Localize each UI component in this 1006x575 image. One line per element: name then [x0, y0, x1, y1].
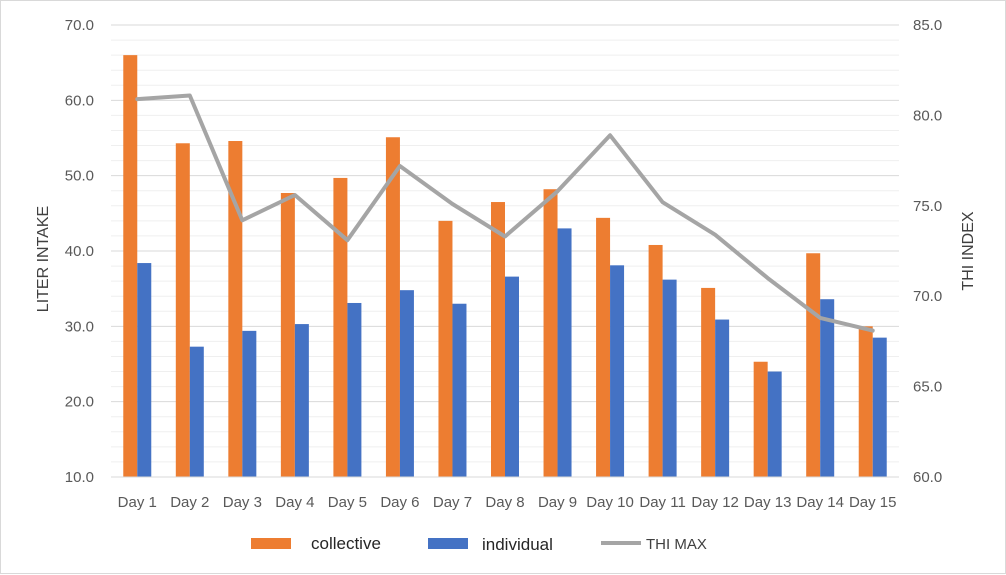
bar-collective [753, 361, 768, 477]
y-tick-label: 10.0 [65, 469, 94, 486]
y-tick-label: 30.0 [65, 318, 94, 335]
x-tick-label: Day 14 [796, 494, 844, 511]
x-tick-label: Day 11 [639, 494, 685, 511]
legend: collective individual THI MAX [251, 534, 707, 554]
x-tick-label: Day 2 [170, 494, 209, 511]
bar-collective [543, 189, 558, 477]
x-tick-label: Day 5 [328, 494, 367, 511]
y-tick-label: 70.0 [65, 17, 94, 34]
bar-collective [701, 287, 716, 477]
y2-tick-label: 85.0 [913, 17, 942, 34]
bar-individual [872, 337, 887, 477]
bar-collective [806, 253, 821, 477]
y2-tick-label: 65.0 [913, 379, 942, 396]
x-tick-label: Day 6 [380, 494, 419, 511]
axes: 10.0 20.0 30.0 40.0 50.0 60.0 70.0 60.0 65.0 70.0… [65, 17, 942, 511]
bars [123, 55, 887, 478]
x-tick-label: Day 7 [433, 494, 472, 511]
y-tick-label: 20.0 [65, 394, 94, 411]
y2-tick-label: 60.0 [913, 469, 942, 486]
bar-individual [137, 263, 152, 477]
bar-individual [399, 290, 414, 477]
x-tick-label: Day 1 [118, 494, 157, 511]
y-axis-title: LITER INTAKE [35, 206, 52, 312]
legend-label-collective: collective [311, 534, 381, 553]
bar-collective [123, 55, 138, 478]
bar-individual [452, 303, 467, 477]
bar-individual [189, 346, 204, 477]
bar-individual [662, 279, 677, 477]
bar-individual [347, 302, 362, 477]
bar-collective [858, 326, 873, 477]
thi-line [135, 93, 875, 333]
bar-individual [610, 265, 625, 477]
bar-collective [333, 177, 348, 477]
x-tick-label: Day 3 [223, 494, 262, 511]
line-thi-max [135, 93, 875, 333]
bar-individual [820, 299, 835, 477]
bar-individual [242, 330, 257, 477]
bar-collective [175, 143, 190, 478]
legend-swatch-collective [251, 538, 291, 549]
y2-tick-label: 80.0 [913, 107, 942, 124]
bar-collective [648, 244, 663, 477]
y-tick-label: 40.0 [65, 243, 94, 260]
bar-individual [715, 319, 730, 477]
bar-individual [557, 228, 572, 477]
y2-axis-title: THI INDEX [960, 211, 977, 290]
bar-individual [767, 371, 782, 477]
bar-collective [491, 202, 505, 478]
y-tick-label: 50.0 [65, 168, 94, 185]
bar-individual [294, 324, 309, 477]
legend-label-thi-max: THI MAX [646, 536, 707, 553]
y2-tick-label: 75.0 [913, 198, 942, 215]
bar-collective [596, 217, 611, 477]
bar-collective [385, 137, 400, 477]
x-tick-label: Day 4 [275, 494, 314, 511]
bar-individual [505, 276, 519, 477]
x-tick-label: Day 9 [538, 494, 577, 511]
x-tick-label: Day 12 [691, 494, 739, 511]
x-tick-label: Day 8 [485, 494, 524, 511]
bar-collective [228, 141, 243, 477]
y2-tick-label: 70.0 [913, 288, 942, 305]
y-tick-label: 60.0 [65, 92, 94, 109]
bar-collective [438, 220, 453, 477]
x-tick-label: Day 13 [744, 494, 792, 511]
bar-collective [280, 192, 295, 477]
legend-swatch-individual [428, 538, 468, 549]
legend-label-individual: individual [482, 535, 553, 554]
x-tick-label: Day 15 [849, 494, 897, 511]
x-tick-label: Day 10 [586, 494, 634, 511]
